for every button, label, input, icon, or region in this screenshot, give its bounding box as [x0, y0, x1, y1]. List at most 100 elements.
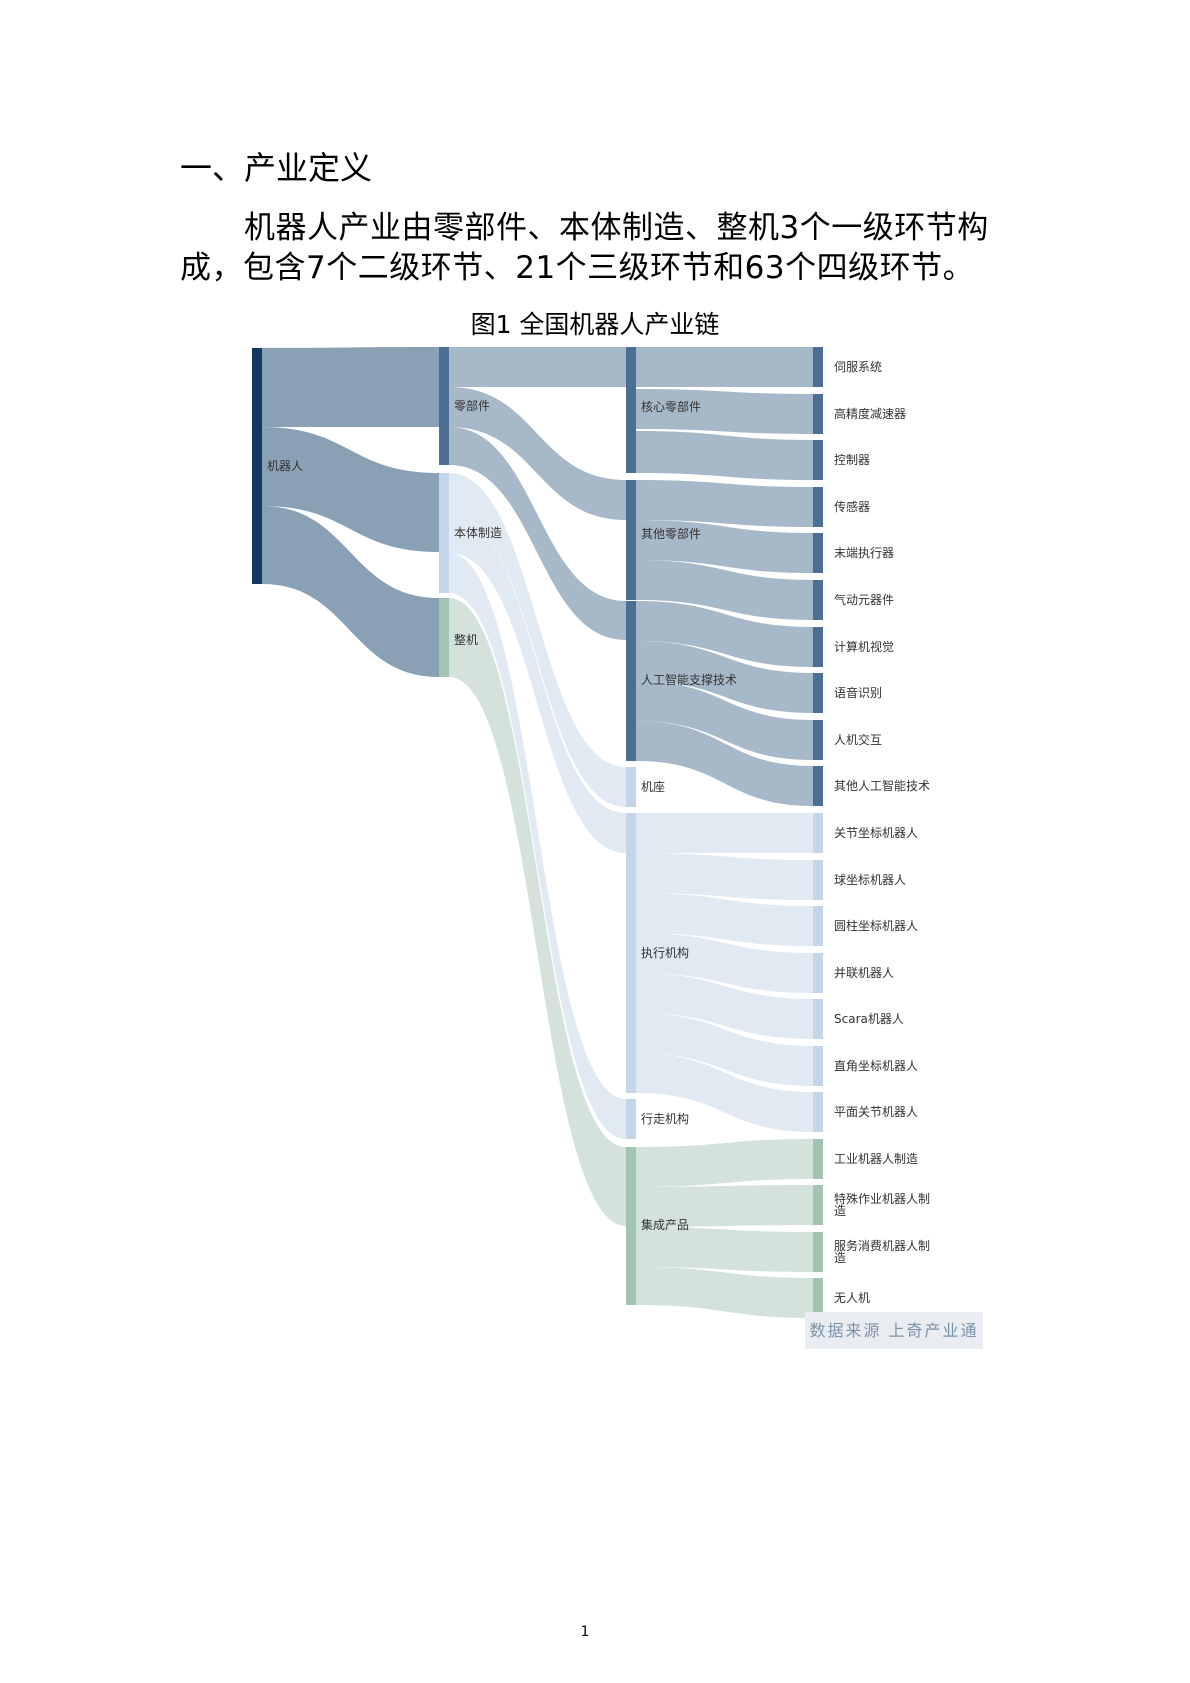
label-parallel: 并联机器人 [834, 966, 895, 980]
link-robot-parts [262, 347, 439, 427]
link-core-controller [636, 431, 813, 480]
node-sphere[interactable] [813, 860, 823, 900]
node-special[interactable] [813, 1185, 823, 1225]
node-sensor[interactable] [813, 487, 823, 527]
node-drone[interactable] [813, 1278, 823, 1318]
label-parts: 零部件 [454, 399, 491, 413]
label-speech: 语音识别 [834, 686, 883, 700]
figure-caption: 图1 全国机器人产业链 [470, 310, 720, 339]
label-otherai: 其他人工智能技术 [834, 779, 931, 793]
link-int-service [636, 1227, 813, 1272]
link-int-special [636, 1185, 813, 1227]
link-ai-hci [636, 681, 813, 760]
node-actuator[interactable] [626, 813, 636, 1093]
label-body: 本体制造 [454, 526, 503, 540]
label-robot: 机器人 [267, 459, 304, 473]
link-other-sensor [636, 480, 813, 527]
label-actuator: 执行机构 [641, 946, 690, 960]
node-industrial[interactable] [813, 1139, 823, 1179]
label-walking: 行走机构 [641, 1112, 690, 1126]
node-robot[interactable] [252, 348, 262, 584]
link-robot-machine [262, 506, 439, 677]
node-speech[interactable] [813, 673, 823, 713]
node-reducer[interactable] [813, 394, 823, 434]
label-controller: 控制器 [834, 453, 871, 467]
link-body-actuator [449, 513, 626, 853]
node-controller[interactable] [813, 440, 823, 480]
link-machine-integrated [449, 598, 626, 1226]
link-act-sphere [636, 853, 813, 900]
node-machine[interactable] [439, 598, 449, 677]
node-scara[interactable] [813, 999, 823, 1039]
node-effector[interactable] [813, 533, 823, 573]
label-cylinder: 圆柱坐标机器人 [834, 919, 919, 933]
label-ai-tech: 人工智能支撑技术 [641, 673, 738, 687]
link-other-effector [636, 520, 813, 573]
node-other-parts[interactable] [626, 480, 636, 600]
label-cartesian: 直角坐标机器人 [834, 1059, 919, 1073]
data-source-label: 数据来源 上奇产业通 [805, 1312, 983, 1349]
node-integrated[interactable] [626, 1147, 636, 1305]
label-joint: 关节坐标机器人 [834, 826, 919, 840]
label-machine: 整机 [454, 633, 479, 647]
label-reducer: 高精度减速器 [834, 407, 907, 421]
link-int-drone [636, 1267, 813, 1318]
link-act-scara [636, 973, 813, 1039]
label-planar: 平面关节机器人 [834, 1105, 919, 1119]
label-vision: 计算机视觉 [834, 640, 895, 654]
link-act-parallel [636, 933, 813, 993]
label-special: 特殊作业机器人制造 [834, 1192, 931, 1218]
nodes-level3 [626, 347, 636, 1305]
label-scara: Scara机器人 [834, 1012, 904, 1026]
label-hci: 人机交互 [834, 733, 883, 747]
node-base[interactable] [626, 767, 636, 807]
link-act-cartesian [636, 1013, 813, 1086]
label-effector: 末端执行器 [834, 546, 895, 560]
label-sphere: 球坐标机器人 [834, 873, 907, 887]
node-ai-tech[interactable] [626, 601, 636, 761]
node-core-parts[interactable] [626, 347, 636, 473]
node-planar[interactable] [813, 1092, 823, 1132]
label-industrial: 工业机器人制造 [834, 1152, 919, 1166]
node-cylinder[interactable] [813, 906, 823, 946]
node-parallel[interactable] [813, 953, 823, 993]
node-pneumatic[interactable] [813, 580, 823, 620]
intro-paragraph: 机器人产业由零部件、本体制造、整机3个一级环节构 成，包含7个二级环节、21个三… [180, 208, 1020, 288]
link-other-pneumatic [636, 560, 813, 620]
label-core-parts: 核心零部件 [641, 400, 702, 414]
link-parts-other [449, 387, 626, 520]
link-ai-speech [636, 641, 813, 713]
link-int-industrial [636, 1139, 813, 1187]
label-sensor: 传感器 [834, 500, 871, 514]
link-act-planar [636, 1053, 813, 1132]
label-base: 机座 [641, 780, 666, 794]
node-walking[interactable] [626, 1099, 636, 1139]
links-level1 [262, 347, 439, 677]
label-drone: 无人机 [834, 1291, 871, 1305]
node-parts[interactable] [439, 347, 449, 465]
link-core-reducer [636, 389, 813, 434]
nodes-level1 [252, 348, 262, 584]
node-joint[interactable] [813, 813, 823, 853]
node-service[interactable] [813, 1232, 823, 1272]
node-servo[interactable] [813, 347, 823, 387]
links-level3 [636, 347, 813, 1318]
label-servo: 伺服系统 [834, 360, 883, 374]
node-vision[interactable] [813, 627, 823, 667]
link-body-walking [449, 553, 626, 1139]
link-ai-otherai [636, 721, 813, 806]
label-other-parts: 其他零部件 [641, 527, 702, 541]
node-cartesian[interactable] [813, 1046, 823, 1086]
paragraph-line-1: 机器人产业由零部件、本体制造、整机3个一级环节构 [244, 210, 989, 246]
page-number: 1 [580, 1624, 590, 1640]
node-hci[interactable] [813, 720, 823, 760]
link-act-joint [636, 813, 813, 853]
node-body[interactable] [439, 473, 449, 593]
link-act-cylinder [636, 893, 813, 946]
node-otherai[interactable] [813, 766, 823, 806]
label-integrated: 集成产品 [641, 1218, 690, 1232]
paragraph-line-2: 成，包含7个二级环节、21个三级环节和63个四级环节。 [180, 250, 975, 286]
nodes-level2 [439, 347, 449, 677]
link-ai-vision [636, 601, 813, 667]
link-body-base [449, 473, 626, 807]
